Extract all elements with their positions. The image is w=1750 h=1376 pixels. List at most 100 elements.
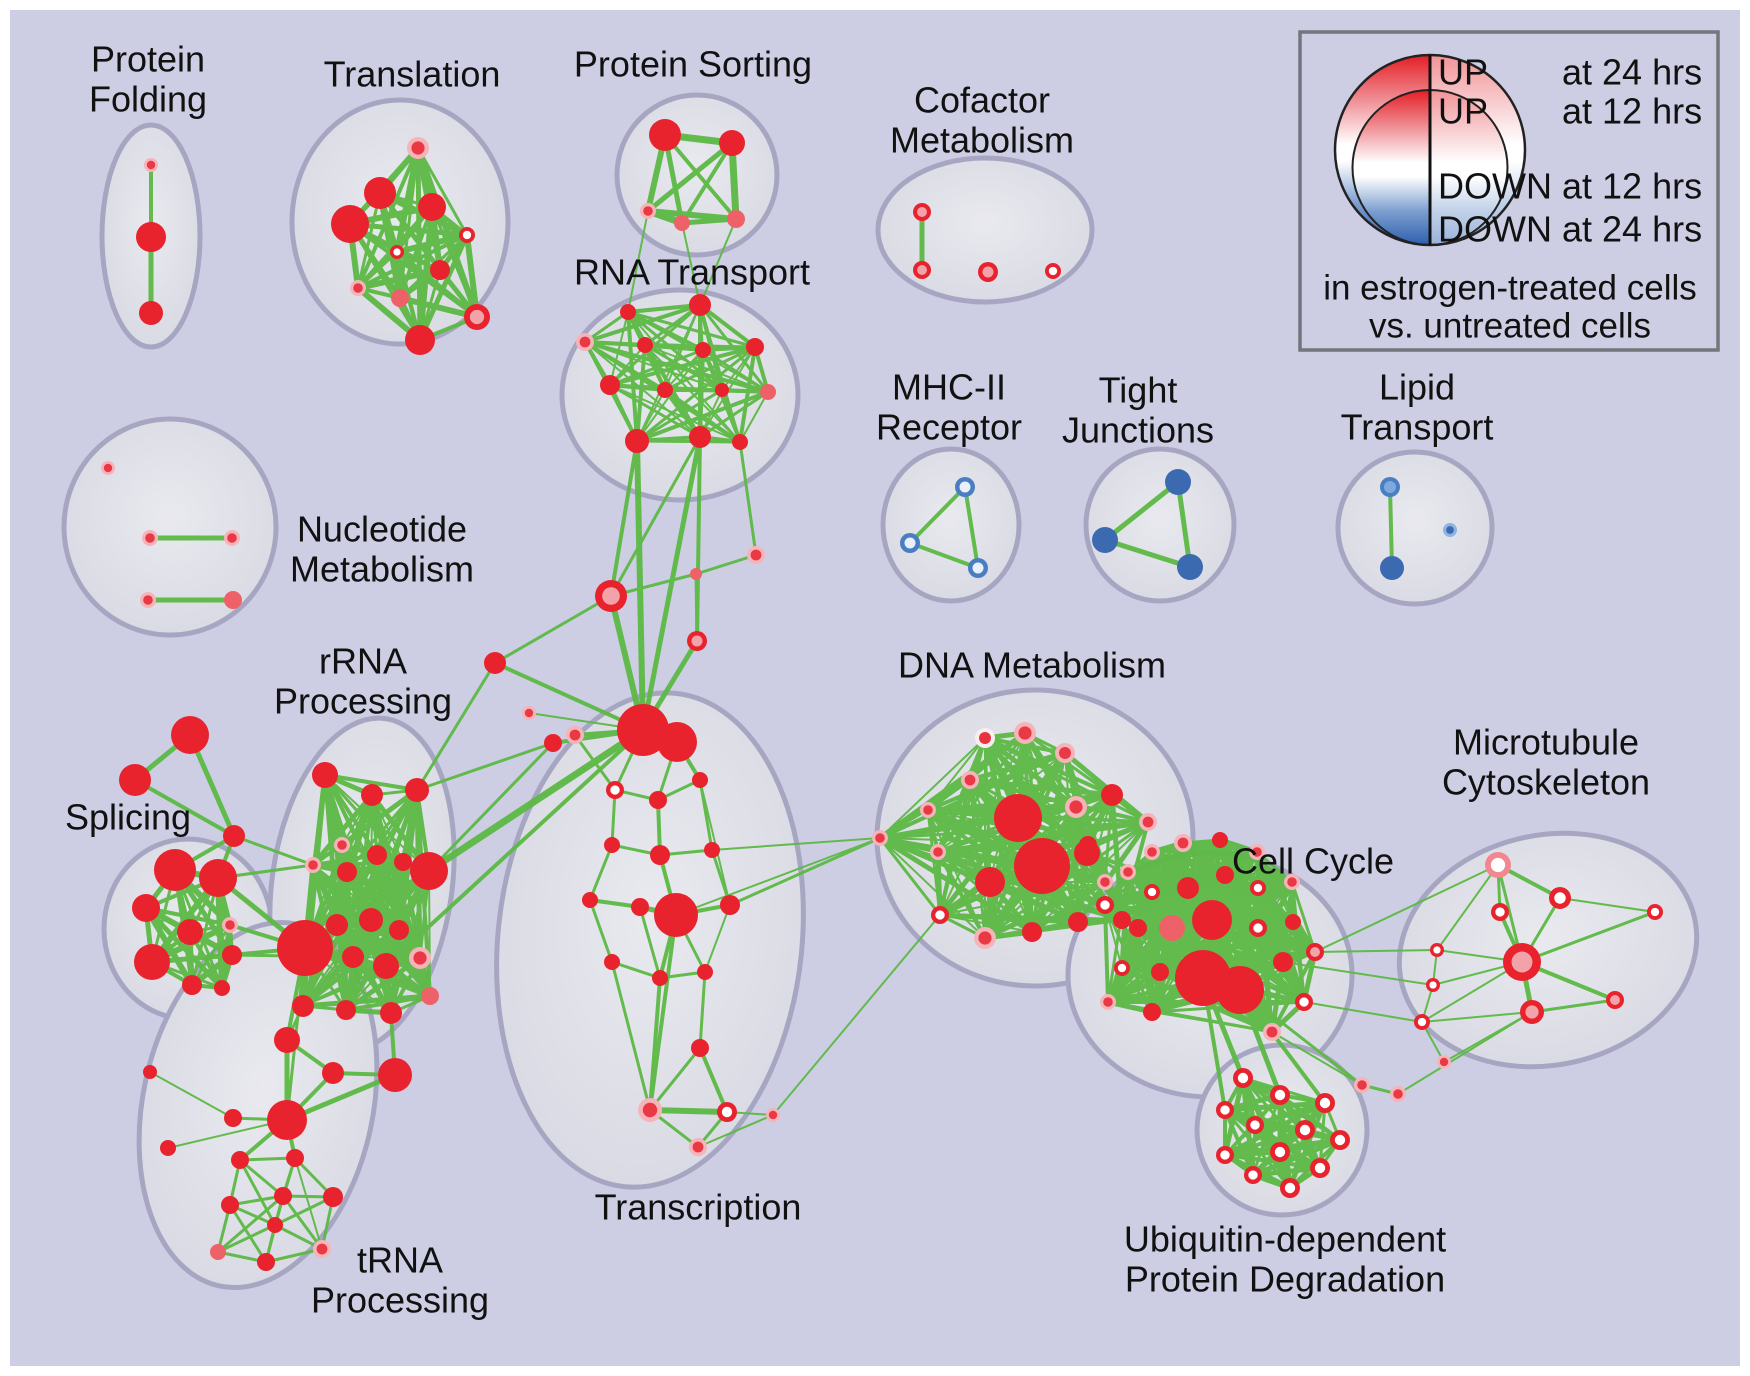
gene-node [1022, 922, 1042, 942]
gene-node [394, 853, 412, 871]
gene-node [323, 1187, 343, 1207]
edge [647, 1107, 730, 1115]
gene-node [274, 1187, 292, 1205]
gene-node-core [1177, 837, 1189, 849]
gene-node [336, 1000, 356, 1020]
gene-node-core [1429, 981, 1437, 989]
edge [635, 390, 770, 443]
gene-node-core [964, 774, 976, 786]
gene-node [719, 130, 745, 156]
edge [238, 1158, 277, 1227]
gene-node-core [1220, 1150, 1230, 1160]
edge [664, 349, 704, 391]
gene-node [1285, 914, 1301, 930]
gene-node-core [1357, 1080, 1367, 1090]
edge [1222, 1100, 1328, 1113]
edge [190, 923, 232, 987]
edge [645, 140, 735, 214]
edge [738, 440, 758, 557]
gene-node-core [1220, 1105, 1230, 1115]
gene-node [418, 193, 446, 221]
gene-node-core [1554, 892, 1566, 904]
gene-node [994, 794, 1042, 842]
cluster-ellipse-mhc_ii_receptor [880, 446, 1022, 604]
gene-node [405, 778, 429, 802]
gene-node [322, 1062, 344, 1084]
gene-node-core [1417, 1017, 1427, 1027]
gene-node [312, 762, 338, 788]
edge [167, 1119, 288, 1149]
edge [879, 737, 986, 839]
gene-node-core [411, 141, 425, 155]
gene-node [224, 591, 242, 609]
edge [281, 1194, 324, 1251]
gene-node [692, 772, 708, 788]
gene-node [727, 210, 745, 228]
cluster-label-ubiquitin_degradation: Protein Degradation [1125, 1259, 1445, 1300]
gene-node-core [308, 860, 318, 870]
gene-node-core [1274, 1146, 1286, 1158]
gene-node-core [602, 587, 620, 605]
edge [698, 390, 770, 439]
gene-node-core [393, 248, 401, 256]
edge [879, 837, 986, 939]
gene-node [600, 375, 620, 395]
gene-node [1177, 554, 1203, 580]
legend-time-0: at 24 hrs [1562, 52, 1702, 93]
gene-node-core [1446, 526, 1454, 534]
gene-node-core [750, 549, 762, 561]
gene-node [1380, 556, 1404, 580]
gene-node-core [1393, 1089, 1403, 1099]
gene-node [257, 1253, 275, 1271]
gene-node-core [316, 1243, 328, 1255]
cluster-ellipse-lipid_transport [1335, 449, 1495, 607]
legend-caption-0: in estrogen-treated cells [1323, 268, 1697, 307]
gene-node-core [579, 336, 591, 348]
edge [301, 955, 355, 1008]
edge [356, 250, 399, 290]
gene-node-core [768, 1110, 778, 1120]
gene-node [331, 205, 369, 243]
edge [640, 434, 703, 733]
cluster-label-translation: Translation [324, 54, 501, 95]
gene-node-core [875, 833, 885, 843]
gene-node [1216, 966, 1264, 1014]
gene-node-core [904, 537, 916, 549]
legend-direction-0: UP [1438, 52, 1488, 93]
cluster-label-microtubule_cytoskeleton: Cytoskeleton [1442, 762, 1650, 803]
gene-node-core [1248, 1170, 1258, 1180]
cluster-label-transcription: Transcription [595, 1187, 802, 1228]
cluster-label-mhc_ii_receptor: Receptor [876, 407, 1022, 448]
cluster-label-tight_junctions: Junctions [1062, 410, 1214, 451]
gene-node-core [1253, 923, 1263, 933]
gene-node [704, 842, 720, 858]
legend-caption-1: vs. untreated cells [1369, 306, 1651, 345]
gene-node [649, 119, 681, 151]
gene-node [1192, 900, 1232, 940]
gene-node [1129, 919, 1147, 937]
edge [648, 1046, 702, 1112]
cluster-label-trna_processing: Processing [311, 1280, 489, 1321]
edge [1136, 873, 1227, 930]
edge [711, 837, 881, 851]
gene-node-core [691, 635, 703, 647]
gene-node-core [1048, 266, 1058, 276]
edge [216, 1223, 277, 1254]
gene-node-core [982, 266, 994, 278]
cluster-label-lipid_transport: Transport [1341, 407, 1494, 448]
edge [1106, 970, 1162, 1004]
cluster-label-rrna_processing: rRNA [319, 641, 407, 682]
gene-node-core [1100, 877, 1110, 887]
gene-node [380, 1002, 402, 1024]
edge [1238, 988, 1364, 1087]
edge [982, 879, 1108, 941]
gene-node [1273, 952, 1293, 972]
gene-node [1212, 832, 1228, 848]
gene-node [1159, 915, 1185, 941]
gene-node-core [610, 785, 620, 795]
edge [694, 553, 758, 576]
gene-node [367, 845, 387, 865]
gene-node [214, 980, 230, 996]
gene-node [378, 1058, 412, 1092]
gene-node [582, 892, 598, 908]
